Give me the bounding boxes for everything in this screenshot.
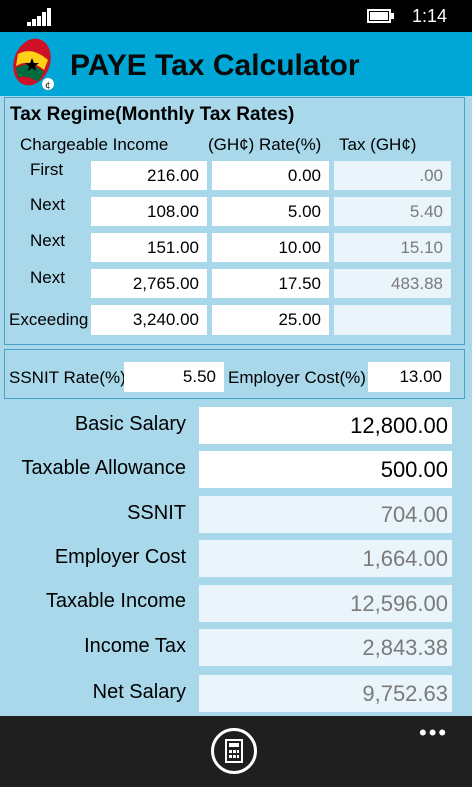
net-salary-value: 9,752.63 [199,675,452,712]
page-title: PAYE Tax Calculator [70,49,360,82]
column-header-rate: (GH¢) Rate(%) [208,135,322,154]
ssnit-label: SSNIT [127,502,186,524]
signal-strength-icon [27,8,53,26]
band-label: Next [30,268,65,287]
column-header-tax: Tax (GH¢) [339,135,417,154]
band-income-input[interactable]: 2,765.00 [91,269,207,298]
employer-cost-input[interactable]: 13.00 [368,362,450,392]
employer-cost-summary-label: Employer Cost [54,546,186,568]
taxable-allowance-input[interactable]: 500.00 [199,451,452,488]
status-time: 1:14 [412,6,448,26]
calculate-button[interactable] [211,728,257,774]
tax-regime-panel [4,97,465,345]
band-rate-input[interactable]: 25.00 [212,305,329,335]
ssnit-panel [4,349,465,399]
band-income-input[interactable]: 3,240.00 [91,305,207,335]
band-tax-value: 15.10 [334,233,451,262]
more-options-button[interactable]: ••• [419,720,449,745]
band-rate-input[interactable]: 5.00 [212,197,329,226]
band-income-input[interactable]: 216.00 [91,161,207,190]
band-tax-value: 5.40 [334,197,451,226]
calculator-icon [225,739,243,763]
battery-icon [367,9,395,24]
band-tax-value: .00 [334,161,451,190]
column-header-income: Chargeable Income [20,135,169,154]
ssnit-value: 704.00 [199,496,452,533]
band-income-input[interactable]: 151.00 [91,233,207,262]
band-rate-input[interactable]: 10.00 [212,233,329,262]
band-label: Next [30,195,65,214]
app-header: ¢ PAYE Tax Calculator [0,32,472,96]
band-income-input[interactable]: 108.00 [91,197,207,226]
employer-cost-value: 1,664.00 [199,540,452,577]
taxable-allowance-label: Taxable Allowance [21,457,186,479]
net-salary-label: Net Salary [92,681,186,703]
employer-cost-label: Employer Cost(%) [228,368,366,387]
band-rate-input[interactable]: 0.00 [212,161,329,190]
band-label: First [30,160,64,179]
status-bar: 1:14 [0,0,472,32]
taxable-income-value: 12,596.00 [199,585,452,622]
ssnit-rate-input[interactable]: 5.50 [124,362,224,392]
band-rate-input[interactable]: 17.50 [212,269,329,298]
band-tax-value: 483.88 [334,269,451,298]
taxable-income-label: Taxable Income [45,590,186,612]
basic-salary-input[interactable]: 12,800.00 [199,407,452,444]
basic-salary-label: Basic Salary [74,413,186,435]
ghana-logo-icon: ¢ [13,38,54,91]
band-label: Exceeding [9,310,89,329]
ssnit-rate-label: SSNIT Rate(%) [9,368,126,387]
band-tax-value [334,305,451,335]
tax-regime-title: Tax Regime(Monthly Tax Rates) [10,104,295,125]
svg-text:¢: ¢ [45,81,51,91]
bottom-app-bar: ••• [0,716,472,787]
income-tax-label: Income Tax [84,635,186,657]
income-tax-value: 2,843.38 [199,629,452,666]
band-label: Next [30,231,65,250]
